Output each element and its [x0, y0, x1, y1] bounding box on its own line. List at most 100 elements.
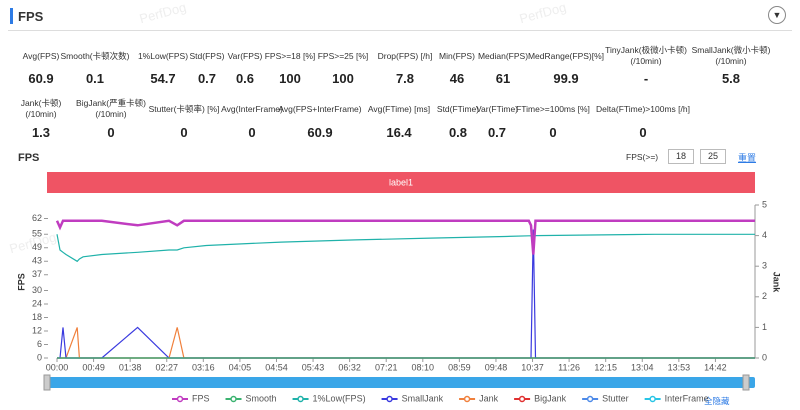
x-tick-label: 08:59 [448, 362, 471, 372]
title-marker [10, 8, 13, 24]
legend-swatch [297, 395, 304, 403]
stat-value: 0.8 [448, 125, 468, 140]
stat-value: 0 [549, 125, 557, 140]
legend-label: InterFrame [665, 393, 709, 403]
band-label: label1 [389, 177, 413, 187]
stat-label: Var(FTime) [475, 104, 519, 114]
legend-item[interactable]: FPS [172, 393, 210, 403]
stat-value: 0.6 [235, 71, 255, 86]
stat-label: Median(FPS) [477, 51, 529, 61]
stat-label: Std(FTime) [436, 104, 480, 114]
series-line [55, 219, 755, 255]
y-tick-label: 0 [37, 352, 42, 362]
threshold-input[interactable]: 25 [700, 149, 726, 164]
stat-value: 60.9 [307, 125, 333, 140]
x-tick-label: 00:00 [46, 362, 69, 372]
legend-item[interactable]: SmallJank [381, 393, 444, 403]
x-tick-label: 02:27 [155, 362, 178, 372]
x-tick-label: 04:05 [229, 362, 252, 372]
stat-label: Var(FPS) [227, 51, 263, 61]
legend-label: FPS [192, 393, 210, 403]
y2-axis-title: Jank [772, 272, 782, 294]
stat-value: 0.7 [487, 125, 507, 140]
stat-value: 100 [279, 71, 301, 86]
x-tick-label: 09:48 [485, 362, 508, 372]
stat-value: 99.9 [553, 71, 579, 86]
stat-label: FPS>=18 [%] [264, 51, 316, 61]
stat-value: 0 [248, 125, 256, 140]
legend-item[interactable]: Stutter [582, 393, 629, 403]
stat-label: TinyJank(极微小卡顿) (/10min) [605, 45, 687, 66]
legend-item[interactable]: BigJank [514, 393, 567, 403]
divider [8, 30, 792, 31]
zoom-slider[interactable] [47, 377, 755, 388]
watermark: PerfDog [138, 0, 188, 26]
reset-link[interactable]: 重置 [738, 153, 757, 163]
stat-value: 0 [107, 125, 115, 140]
y2-tick-label: 0 [762, 352, 767, 362]
y-axis-title: FPS [16, 273, 26, 291]
legend-swatch [518, 395, 526, 403]
slider-handle[interactable] [43, 374, 51, 391]
legend-item[interactable]: Jank [459, 393, 499, 403]
x-tick-label: 13:04 [631, 362, 654, 372]
legend-label: Smooth [246, 393, 277, 403]
collapse-button[interactable]: ▼ [768, 6, 786, 24]
y-tick-label: 6 [37, 339, 42, 349]
stat-value: 7.8 [395, 71, 415, 86]
stat-value: 0.7 [197, 71, 217, 86]
legend-item[interactable]: InterFrame [644, 393, 709, 403]
x-tick-label: 07:21 [375, 362, 398, 372]
y-tick-label: 49 [32, 242, 42, 252]
y2-tick-label: 1 [762, 322, 767, 332]
legend-label: Stutter [602, 393, 629, 403]
stat-value: 60.9 [28, 71, 54, 86]
y2-tick-label: 2 [762, 291, 767, 301]
y-tick-label: 43 [32, 256, 42, 266]
legend-label: SmallJank [402, 393, 444, 403]
legend-swatch [176, 395, 184, 403]
stat-value: 54.7 [150, 71, 176, 86]
stat-label: Avg(FPS+InterFrame) [278, 104, 362, 114]
y-tick-label: 62 [32, 213, 42, 223]
stat-label: Stutter(卡顿率) [%] [148, 104, 220, 114]
legend-item[interactable]: Smooth [225, 393, 277, 403]
stat-label: Min(FPS) [439, 51, 475, 61]
stat-label: Drop(FPS) [/h] [377, 51, 433, 61]
stat-value: 5.8 [721, 71, 741, 86]
stat-value: 100 [332, 71, 354, 86]
stat-label: Std(FPS) [189, 51, 225, 61]
stat-label: Avg(FPS) [22, 51, 60, 61]
x-tick-label: 03:16 [192, 362, 215, 372]
stat-label: BigJank(严重卡顿) (/10min) [76, 98, 146, 119]
stat-label: Smooth(卡顿次数) [60, 51, 130, 61]
stat-label: Avg(FTime) [ms] [367, 104, 431, 114]
series-line [56, 233, 755, 263]
stat-label: FTime>=100ms [%] [516, 104, 590, 114]
stat-label: Delta(FTime)>100ms [/h] [596, 104, 690, 114]
stat-label: FPS>=25 [%] [317, 51, 369, 61]
stat-label: Jank(卡顿) (/10min) [20, 98, 62, 119]
watermark: PerfDog [518, 0, 568, 26]
x-tick-label: 05:43 [302, 362, 325, 372]
x-tick-label: 11:26 [558, 362, 580, 372]
stat-value: 1.3 [31, 125, 51, 140]
hide-all-link[interactable]: 全隐藏 [704, 396, 730, 406]
legend-swatch [386, 395, 393, 403]
x-tick-label: 01:38 [119, 362, 142, 372]
y-tick-label: 55 [32, 229, 42, 239]
stat-value: 0.1 [85, 71, 105, 86]
slider-handle[interactable] [742, 374, 750, 391]
stat-value: 0 [180, 125, 188, 140]
stat-value: 0 [639, 125, 647, 140]
x-tick-label: 08:10 [412, 362, 435, 372]
x-tick-label: 14:42 [704, 362, 727, 372]
stat-value: 16.4 [386, 125, 412, 140]
y2-tick-label: 3 [762, 261, 767, 271]
legend-swatch [586, 395, 594, 403]
legend-item[interactable]: 1%Low(FPS) [292, 393, 366, 403]
threshold-input[interactable]: 18 [668, 149, 694, 164]
legend-swatch [463, 395, 471, 403]
stat-value: 61 [495, 71, 511, 86]
